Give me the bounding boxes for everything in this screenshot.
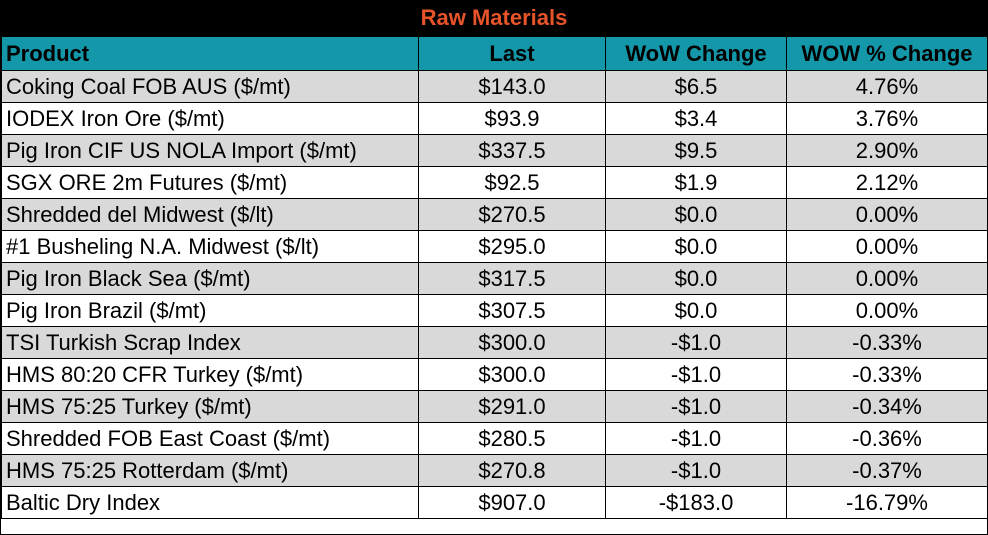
table-row: SGX ORE 2m Futures ($/mt) $92.5 $1.9 2.12% bbox=[1, 166, 988, 199]
cell-wow-change: $0.0 bbox=[605, 294, 787, 327]
table-row: Pig Iron Black Sea ($/mt) $317.5 $0.0 0.00% bbox=[1, 262, 988, 295]
cell-wow-pct-change: -0.36% bbox=[786, 422, 988, 455]
cell-wow-change: -$1.0 bbox=[605, 358, 787, 391]
cell-last: $143.0 bbox=[418, 70, 606, 103]
header-row: Product Last WoW Change WOW % Change bbox=[1, 36, 988, 71]
header-last: Last bbox=[418, 36, 606, 71]
cell-wow-pct-change: -0.37% bbox=[786, 454, 988, 487]
table-row: Pig Iron Brazil ($/mt) $307.5 $0.0 0.00% bbox=[1, 294, 988, 327]
table-row: TSI Turkish Scrap Index $300.0 -$1.0 -0.33% bbox=[1, 326, 988, 359]
cell-product: SGX ORE 2m Futures ($/mt) bbox=[1, 166, 419, 199]
cell-last: $307.5 bbox=[418, 294, 606, 327]
cell-wow-change: $9.5 bbox=[605, 134, 787, 167]
cell-last: $280.5 bbox=[418, 422, 606, 455]
cell-wow-change: $6.5 bbox=[605, 70, 787, 103]
cell-wow-change: -$1.0 bbox=[605, 422, 787, 455]
cell-wow-pct-change: 2.90% bbox=[786, 134, 988, 167]
cell-wow-pct-change: -16.79% bbox=[786, 486, 988, 519]
cell-wow-pct-change: 0.00% bbox=[786, 294, 988, 327]
cell-wow-pct-change: 4.76% bbox=[786, 70, 988, 103]
header-product: Product bbox=[1, 36, 419, 71]
cell-product: Shredded del Midwest ($/lt) bbox=[1, 198, 419, 231]
table-title: Raw Materials bbox=[1, 1, 987, 36]
header-wow-pct-change: WOW % Change bbox=[786, 36, 988, 71]
table-row: Baltic Dry Index $907.0 -$183.0 -16.79% bbox=[1, 486, 988, 519]
cell-wow-change: $3.4 bbox=[605, 102, 787, 135]
cell-last: $93.9 bbox=[418, 102, 606, 135]
cell-last: $270.8 bbox=[418, 454, 606, 487]
cell-wow-change: $0.0 bbox=[605, 230, 787, 263]
cell-product: TSI Turkish Scrap Index bbox=[1, 326, 419, 359]
cell-product: Baltic Dry Index bbox=[1, 486, 419, 519]
cell-last: $907.0 bbox=[418, 486, 606, 519]
header-wow-change: WoW Change bbox=[605, 36, 787, 71]
cell-wow-pct-change: 0.00% bbox=[786, 230, 988, 263]
cell-last: $300.0 bbox=[418, 358, 606, 391]
table-row: IODEX Iron Ore ($/mt) $93.9 $3.4 3.76% bbox=[1, 102, 988, 135]
raw-materials-table: Product Last WoW Change WOW % Change Cok… bbox=[1, 36, 988, 519]
cell-product: HMS 80:20 CFR Turkey ($/mt) bbox=[1, 358, 419, 391]
table-row: Shredded FOB East Coast ($/mt) $280.5 -$1.… bbox=[1, 422, 988, 455]
cell-last: $317.5 bbox=[418, 262, 606, 295]
cell-wow-pct-change: -0.34% bbox=[786, 390, 988, 423]
cell-product: Pig Iron CIF US NOLA Import ($/mt) bbox=[1, 134, 419, 167]
table-row: Shredded del Midwest ($/lt) $270.5 $0.0 0.0… bbox=[1, 198, 988, 231]
cell-wow-change: -$1.0 bbox=[605, 326, 787, 359]
cell-wow-pct-change: -0.33% bbox=[786, 358, 988, 391]
cell-wow-pct-change: 3.76% bbox=[786, 102, 988, 135]
cell-wow-change: $0.0 bbox=[605, 262, 787, 295]
cell-last: $291.0 bbox=[418, 390, 606, 423]
cell-wow-pct-change: 0.00% bbox=[786, 262, 988, 295]
cell-last: $295.0 bbox=[418, 230, 606, 263]
table-row: HMS 80:20 CFR Turkey ($/mt) $300.0 -$1.0 -0… bbox=[1, 358, 988, 391]
table-row: HMS 75:25 Turkey ($/mt) $291.0 -$1.0 -0.34% bbox=[1, 390, 988, 423]
cell-last: $300.0 bbox=[418, 326, 606, 359]
cell-product: HMS 75:25 Rotterdam ($/mt) bbox=[1, 454, 419, 487]
cell-last: $337.5 bbox=[418, 134, 606, 167]
cell-product: #1 Busheling N.A. Midwest ($/lt) bbox=[1, 230, 419, 263]
cell-product: Pig Iron Brazil ($/mt) bbox=[1, 294, 419, 327]
cell-wow-pct-change: -0.33% bbox=[786, 326, 988, 359]
table-row: HMS 75:25 Rotterdam ($/mt) $270.8 -$1.0 -0.… bbox=[1, 454, 988, 487]
cell-product: Coking Coal FOB AUS ($/mt) bbox=[1, 70, 419, 103]
cell-wow-change: $0.0 bbox=[605, 198, 787, 231]
cell-wow-change: -$1.0 bbox=[605, 454, 787, 487]
cell-product: Pig Iron Black Sea ($/mt) bbox=[1, 262, 419, 295]
cell-wow-pct-change: 0.00% bbox=[786, 198, 988, 231]
table-row: #1 Busheling N.A. Midwest ($/lt) $295.0 $0… bbox=[1, 230, 988, 263]
cell-wow-change: -$1.0 bbox=[605, 390, 787, 423]
cell-wow-change: $1.9 bbox=[605, 166, 787, 199]
cell-last: $92.5 bbox=[418, 166, 606, 199]
cell-product: HMS 75:25 Turkey ($/mt) bbox=[1, 390, 419, 423]
cell-last: $270.5 bbox=[418, 198, 606, 231]
table-row: Coking Coal FOB AUS ($/mt) $143.0 $6.5 4.76… bbox=[1, 70, 988, 103]
table-row: Pig Iron CIF US NOLA Import ($/mt) $337.5… bbox=[1, 134, 988, 167]
cell-wow-change: -$183.0 bbox=[605, 486, 787, 519]
cell-wow-pct-change: 2.12% bbox=[786, 166, 988, 199]
cell-product: Shredded FOB East Coast ($/mt) bbox=[1, 422, 419, 455]
cell-product: IODEX Iron Ore ($/mt) bbox=[1, 102, 419, 135]
